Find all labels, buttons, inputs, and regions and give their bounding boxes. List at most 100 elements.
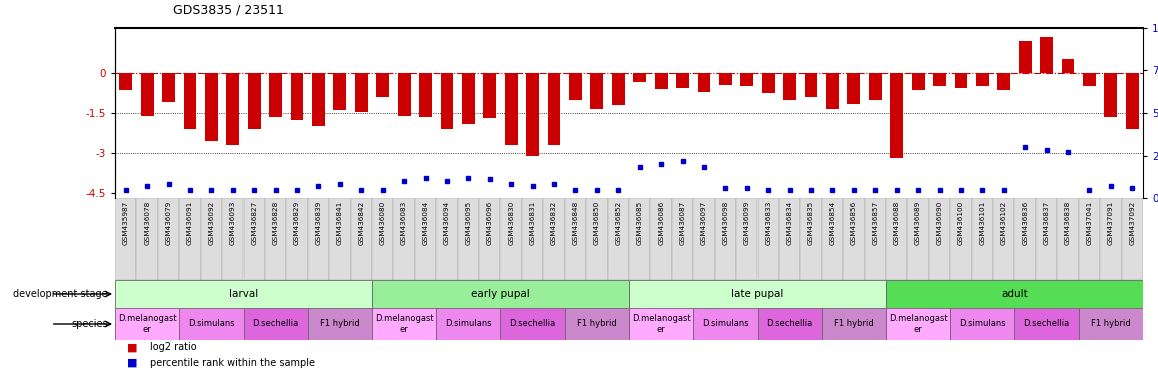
Bar: [633, 73, 646, 83]
Bar: [308, 198, 329, 280]
Bar: [1126, 73, 1138, 129]
Bar: [308, 308, 372, 340]
Bar: [440, 73, 454, 129]
Text: GSM437091: GSM437091: [1108, 200, 1114, 245]
Bar: [954, 73, 967, 88]
Text: GSM436092: GSM436092: [208, 200, 214, 245]
Text: GSM436087: GSM436087: [680, 200, 686, 245]
Text: early pupal: early pupal: [471, 289, 530, 299]
Text: GSM436095: GSM436095: [466, 200, 471, 245]
Text: GSM436078: GSM436078: [144, 200, 151, 245]
Bar: [757, 308, 822, 340]
Bar: [397, 73, 411, 116]
Text: D.sechellia: D.sechellia: [252, 319, 299, 328]
Bar: [479, 198, 500, 280]
Bar: [676, 73, 689, 88]
Text: GSM436833: GSM436833: [765, 200, 771, 245]
Text: GSM436850: GSM436850: [594, 200, 600, 245]
Text: GSM436856: GSM436856: [851, 200, 857, 245]
Bar: [269, 73, 283, 117]
Text: D.sechellia: D.sechellia: [510, 319, 556, 328]
Text: GSM436090: GSM436090: [937, 200, 943, 245]
Bar: [1122, 198, 1143, 280]
Bar: [848, 73, 860, 104]
Bar: [629, 280, 886, 308]
Text: GSM436829: GSM436829: [294, 200, 300, 245]
Bar: [779, 198, 800, 280]
Text: D.sechellia: D.sechellia: [767, 319, 813, 328]
Text: D.melanogast
er: D.melanogast er: [632, 314, 690, 334]
Bar: [1079, 308, 1143, 340]
Bar: [736, 198, 757, 280]
Bar: [886, 280, 1143, 308]
Bar: [611, 73, 624, 105]
Bar: [886, 308, 951, 340]
Bar: [933, 73, 946, 86]
Bar: [141, 73, 154, 116]
Text: species: species: [72, 319, 108, 329]
Text: GSM436085: GSM436085: [637, 200, 643, 245]
Text: GSM436079: GSM436079: [166, 200, 171, 245]
Bar: [291, 73, 303, 120]
Bar: [200, 198, 222, 280]
Bar: [886, 198, 908, 280]
Bar: [694, 308, 757, 340]
Text: ■: ■: [126, 358, 137, 368]
Bar: [376, 73, 389, 97]
Bar: [1105, 73, 1117, 117]
Bar: [976, 73, 989, 86]
Bar: [1062, 58, 1075, 73]
Bar: [500, 308, 565, 340]
Bar: [565, 308, 629, 340]
Bar: [457, 198, 479, 280]
Bar: [651, 198, 672, 280]
Bar: [179, 198, 200, 280]
Text: D.simulans: D.simulans: [188, 319, 235, 328]
Text: D.simulans: D.simulans: [959, 319, 1005, 328]
Text: GSM436827: GSM436827: [251, 200, 257, 245]
Bar: [157, 198, 179, 280]
Bar: [911, 73, 924, 90]
Bar: [929, 198, 951, 280]
Text: GSM436083: GSM436083: [401, 200, 408, 245]
Bar: [394, 198, 415, 280]
Bar: [226, 73, 240, 145]
Bar: [591, 73, 603, 109]
Bar: [800, 198, 822, 280]
Text: GSM436854: GSM436854: [829, 200, 835, 245]
Bar: [548, 73, 560, 145]
Text: late pupal: late pupal: [732, 289, 784, 299]
Bar: [822, 198, 843, 280]
Text: GSM437092: GSM437092: [1129, 200, 1135, 245]
Bar: [757, 198, 779, 280]
Text: GSM437041: GSM437041: [1086, 200, 1092, 245]
Bar: [951, 308, 1014, 340]
Text: GSM436093: GSM436093: [229, 200, 236, 245]
Bar: [629, 198, 651, 280]
Text: F1 hybrid: F1 hybrid: [1091, 319, 1130, 328]
Bar: [805, 73, 818, 97]
Bar: [329, 198, 351, 280]
Text: D.simulans: D.simulans: [702, 319, 749, 328]
Bar: [500, 198, 522, 280]
Text: GDS3835 / 23511: GDS3835 / 23511: [173, 3, 284, 17]
Bar: [714, 198, 736, 280]
Bar: [462, 73, 475, 124]
Text: percentile rank within the sample: percentile rank within the sample: [149, 358, 315, 368]
Bar: [526, 73, 540, 156]
Bar: [672, 198, 694, 280]
Text: GSM436102: GSM436102: [1001, 200, 1006, 245]
Bar: [1100, 198, 1122, 280]
Bar: [334, 73, 346, 110]
Bar: [1057, 198, 1079, 280]
Text: GSM436839: GSM436839: [315, 200, 322, 245]
Text: GSM436828: GSM436828: [272, 200, 279, 245]
Bar: [222, 198, 243, 280]
Bar: [248, 73, 261, 129]
Text: GSM436832: GSM436832: [551, 200, 557, 245]
Bar: [762, 73, 775, 93]
Bar: [115, 308, 179, 340]
Text: D.simulans: D.simulans: [445, 319, 492, 328]
Bar: [1040, 37, 1053, 73]
Bar: [997, 73, 1010, 90]
